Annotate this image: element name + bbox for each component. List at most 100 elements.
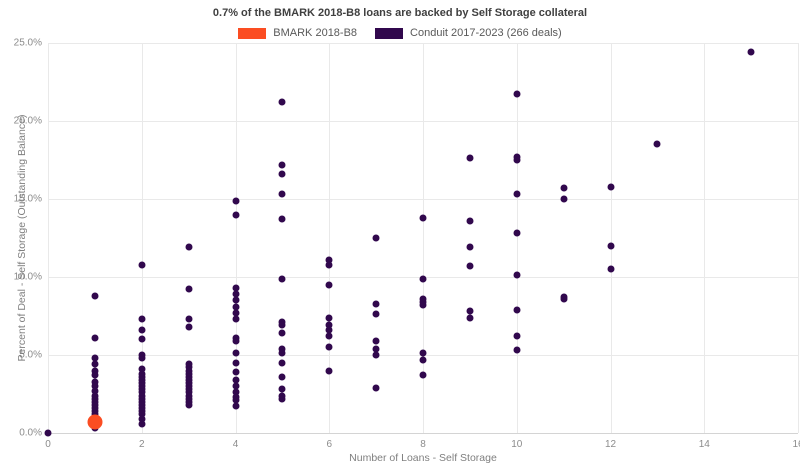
data-point-conduit: [138, 365, 146, 373]
y-tick-label: 15.0%: [13, 193, 42, 205]
data-point-conduit: [372, 384, 380, 392]
data-point-conduit: [560, 195, 568, 203]
data-point-conduit: [232, 309, 239, 317]
data-point-conduit: [138, 415, 146, 423]
data-point-bmark: [87, 414, 103, 430]
data-point-conduit: [278, 395, 286, 403]
data-point-conduit: [560, 295, 568, 303]
data-point-conduit: [232, 376, 239, 384]
legend-label: Conduit 2017-2023 (266 deals): [410, 27, 562, 39]
data-point-conduit: [232, 388, 239, 396]
y-gridline: [48, 199, 798, 200]
data-point-conduit: [232, 337, 239, 345]
y-tick-label: 0.0%: [19, 427, 42, 439]
x-gridline: [48, 43, 49, 433]
y-tick-label: 20.0%: [13, 115, 42, 127]
data-point-conduit: [91, 387, 99, 395]
x-tick-label: 16: [792, 439, 800, 450]
x-gridline: [329, 43, 331, 433]
x-gridline: [141, 43, 143, 433]
data-point-conduit: [466, 307, 474, 315]
data-point-conduit: [372, 300, 380, 308]
data-point-conduit: [325, 367, 333, 375]
data-point-conduit: [607, 183, 614, 191]
data-point-conduit: [278, 275, 286, 283]
data-point-conduit: [372, 234, 380, 242]
y-tick-label: 5.0%: [19, 349, 42, 361]
data-point-conduit: [232, 382, 239, 390]
data-point-conduit: [138, 335, 146, 343]
x-gridline: [423, 43, 424, 433]
y-gridline: [48, 433, 798, 434]
x-gridline: [798, 43, 799, 433]
data-point-conduit: [419, 275, 427, 283]
data-point-conduit: [232, 402, 239, 410]
data-point-conduit: [513, 332, 521, 340]
legend-item-bmark[interactable]: BMARK 2018-B8: [238, 27, 357, 39]
data-point-conduit: [278, 345, 286, 353]
conduit-swatch-icon: [375, 27, 404, 39]
legend-item-conduit[interactable]: Conduit 2017-2023 (266 deals): [375, 27, 562, 39]
data-point-conduit: [232, 315, 239, 323]
data-point-conduit: [419, 214, 427, 222]
data-point-conduit: [466, 217, 474, 225]
data-point-conduit: [278, 349, 286, 357]
data-point-conduit: [419, 349, 427, 357]
data-point-conduit: [138, 326, 146, 334]
data-point-conduit: [91, 378, 99, 386]
data-point-conduit: [278, 321, 286, 329]
x-gridline: [610, 43, 612, 433]
data-point-conduit: [232, 296, 239, 304]
data-point-conduit: [372, 351, 380, 359]
data-point-conduit: [325, 281, 333, 289]
y-gridline: [48, 121, 798, 122]
data-point-conduit: [372, 310, 380, 318]
data-point-conduit: [607, 242, 614, 250]
data-point-conduit: [232, 284, 239, 292]
x-tick-label: 12: [604, 439, 617, 450]
data-point-conduit: [419, 356, 427, 364]
data-point-conduit: [747, 48, 755, 56]
data-point-conduit: [278, 385, 286, 393]
data-point-conduit: [325, 321, 333, 329]
data-point-conduit: [372, 345, 380, 353]
data-point-conduit: [513, 306, 521, 314]
data-point-conduit: [91, 382, 99, 390]
data-point-conduit: [513, 346, 521, 354]
data-point-conduit: [278, 190, 286, 198]
data-point-conduit: [91, 354, 99, 362]
data-point-conduit: [325, 256, 333, 264]
x-gridline: [704, 43, 706, 433]
data-point-conduit: [466, 243, 474, 251]
data-point-conduit: [325, 332, 333, 340]
data-point-conduit: [91, 371, 99, 379]
data-point-conduit: [232, 303, 239, 311]
bmark-swatch-icon: [238, 27, 267, 39]
data-point-conduit: [232, 211, 239, 219]
x-tick-label: 2: [138, 439, 145, 450]
data-point-conduit: [185, 323, 193, 331]
data-point-conduit: [138, 354, 146, 362]
data-point-conduit: [278, 215, 286, 223]
data-point-conduit: [419, 301, 427, 309]
data-point-conduit: [138, 261, 146, 269]
data-point-conduit: [185, 285, 193, 293]
data-point-conduit: [278, 329, 286, 337]
data-point-conduit: [653, 140, 661, 148]
x-tick-label: 14: [698, 439, 710, 450]
x-axis-title: Number of Loans - Self Storage: [349, 452, 497, 464]
chart-title: 0.7% of the BMARK 2018-B8 loans are back…: [212, 7, 588, 19]
data-point-conduit: [513, 190, 521, 198]
data-point-conduit: [560, 184, 568, 192]
data-point-conduit: [325, 326, 333, 334]
data-point-conduit: [232, 349, 239, 357]
data-point-conduit: [325, 314, 333, 322]
data-point-conduit: [232, 368, 239, 376]
x-gridline: [235, 43, 237, 433]
legend-label: BMARK 2018-B8: [273, 27, 358, 39]
x-gridline: [516, 43, 518, 433]
data-point-conduit: [278, 373, 286, 381]
data-point-conduit: [466, 314, 474, 322]
data-point-conduit: [325, 261, 333, 269]
data-point-conduit: [278, 161, 286, 169]
